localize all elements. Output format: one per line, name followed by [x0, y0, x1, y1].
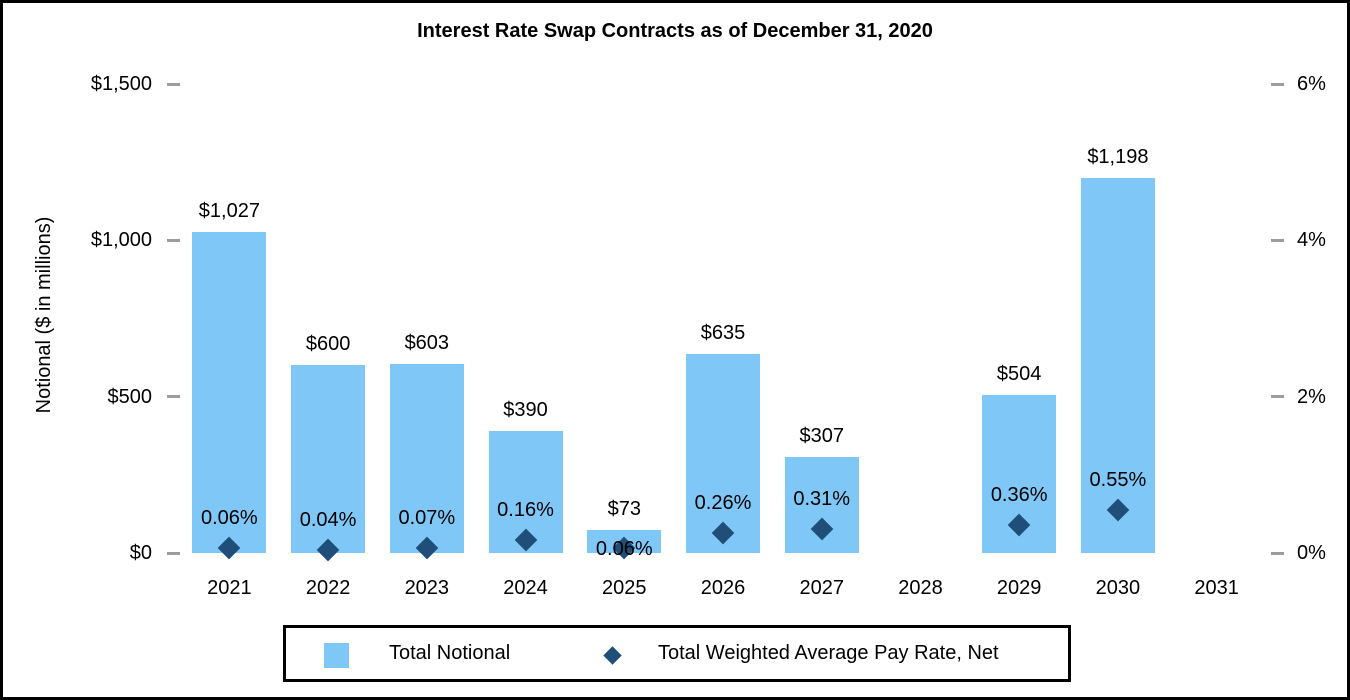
- y-axis-left-tick-label: $500: [107, 385, 153, 408]
- legend-diamond-icon: [603, 646, 622, 665]
- bar-value-label-2023: $603: [404, 332, 450, 355]
- bar-value-label-2030: $1,198: [1087, 146, 1149, 169]
- rate-value-label-2022: 0.04%: [299, 508, 357, 531]
- y-axis-left-tick-label: $0: [129, 542, 152, 564]
- x-axis-label-2029: 2029: [996, 577, 1042, 599]
- bar-value-label-2026: $635: [700, 322, 746, 345]
- bar-2022: [291, 365, 366, 553]
- x-axis-label-2027: 2027: [799, 577, 844, 599]
- x-axis-label-2024: 2024: [503, 577, 548, 599]
- y-axis-title: Notional ($ in millions): [33, 216, 55, 414]
- rate-value-label-2024: 0.16%: [497, 499, 554, 522]
- bar-2023: [389, 364, 464, 553]
- y-axis-right-tick-mark: [1271, 238, 1284, 242]
- y-axis-right-tick-label: 4%: [1297, 229, 1326, 252]
- chart-title: Interest Rate Swap Contracts as of Decem…: [417, 20, 933, 42]
- y-axis-right-tick-label: 2%: [1297, 385, 1326, 408]
- rate-value-label-2027: 0.31%: [793, 487, 851, 510]
- y-axis-left-tick-mark: [167, 82, 180, 86]
- bar-2026: [686, 354, 760, 553]
- rate-value-label-2025: 0.06%: [595, 538, 653, 561]
- rate-value-label-2029: 0.36%: [990, 483, 1048, 506]
- y-axis-left-tick-label: $1,500: [90, 73, 152, 95]
- legend-bar-swatch: [324, 643, 349, 668]
- bar-2021: [192, 231, 267, 553]
- x-axis-label-2028: 2028: [898, 577, 943, 599]
- y-axis-left-tick-mark: [167, 238, 180, 242]
- bar-value-label-2025: $73: [607, 498, 641, 521]
- legend-bar-label: Total Notional: [389, 642, 511, 664]
- bar-value-label-2027: $307: [799, 425, 844, 447]
- rate-value-label-2023: 0.07%: [398, 506, 456, 529]
- y-axis-left-tick-mark: [167, 395, 180, 399]
- x-axis-label-2026: 2026: [700, 577, 746, 599]
- legend-box: Total Notional Total Weighted Average Pa…: [283, 625, 1071, 682]
- bar-2030: [1080, 178, 1155, 553]
- y-axis-right-tick-label: 0%: [1297, 542, 1326, 564]
- y-axis-left-tick-label: $1,000: [90, 229, 152, 252]
- bar-value-label-2022: $600: [305, 333, 351, 356]
- rate-value-label-2030: 0.55%: [1089, 469, 1147, 491]
- x-axis-label-2030: 2030: [1095, 577, 1141, 599]
- bar-value-label-2021: $1,027: [198, 199, 260, 222]
- x-axis-label-2025: 2025: [602, 577, 647, 599]
- y-axis-right-tick-mark: [1271, 551, 1284, 555]
- bar-value-label-2029: $504: [996, 363, 1042, 386]
- y-axis-right-tick-mark: [1271, 82, 1284, 86]
- rate-value-label-2026: 0.26%: [694, 491, 752, 514]
- y-axis-right-tick-mark: [1271, 395, 1284, 399]
- x-axis-label-2031: 2031: [1194, 577, 1239, 599]
- x-axis-label-2022: 2022: [305, 577, 351, 599]
- x-axis-label-2021: 2021: [207, 577, 252, 599]
- x-axis-label-2023: 2023: [404, 577, 450, 599]
- legend-marker-label: Total Weighted Average Pay Rate, Net: [658, 642, 999, 664]
- y-axis-left-tick-mark: [167, 551, 180, 555]
- y-axis-right-tick-label: 6%: [1297, 73, 1326, 95]
- rate-value-label-2021: 0.06%: [201, 507, 258, 530]
- bar-value-label-2024: $390: [503, 399, 548, 422]
